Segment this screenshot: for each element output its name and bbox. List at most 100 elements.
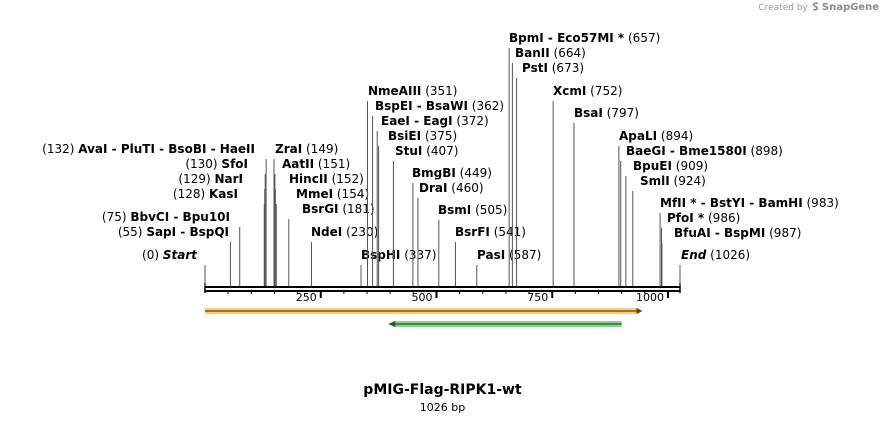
cut-site-position: (460) [447,181,483,195]
name-separator: - [697,196,710,210]
ruler-tick-label: 250 [296,291,317,304]
snapgene-logo-icon [811,2,820,11]
cut-site-position: (362) [468,99,504,113]
enzyme-name: HincII [289,172,328,186]
cut-site-position: (983) [803,196,839,210]
enzyme-name: BpmI [509,31,544,45]
watermark-brand: SnapGene [821,2,879,13]
cut-site-position: (132) [42,142,78,156]
enzyme-name: BpuEI [633,159,672,173]
name-separator: - [711,226,724,240]
enzyme-name: StuI [395,144,422,158]
cut-site-position: (541) [490,225,526,239]
enzyme-name: Bpu10I [183,210,230,224]
cut-site-position: (55) [118,225,146,239]
cut-site-position: (449) [456,166,492,180]
cut-site-position: (372) [453,114,489,128]
enzyme-name: BmgBI [412,166,456,180]
cut-site-position: (0) [142,248,163,262]
cut-site-label: End (1026) [681,248,750,262]
cut-site-label: BanII (664) [515,46,586,60]
cut-site-label: BsaI (797) [574,106,639,120]
cut-site-position: (986) [704,211,740,225]
enzyme-name: Bme1580I [679,144,747,158]
enzyme-name: MmeI [296,187,333,201]
cut-site-position: (152) [328,172,364,186]
name-separator: - [666,144,679,158]
enzyme-name: BspHI [361,248,400,262]
name-separator: - [107,142,120,156]
enzyme-name: BsaWI [426,99,468,113]
cut-site-position: (230) [342,225,378,239]
snapgene-watermark: Created by SnapGene [758,2,879,13]
enzyme-name: BsrFI [455,225,490,239]
cut-site-label: PstI (673) [522,61,584,75]
enzyme-name: ZraI [275,142,302,156]
cut-site-label: PasI (587) [477,248,541,262]
cut-site-label: SmlI (924) [640,174,706,188]
enzyme-name: BsiEI [388,129,421,143]
enzyme-name: NmeAIII [368,84,421,98]
enzyme-name: BfuAI [674,226,711,240]
ruler-tick-label: 750 [527,291,548,304]
enzyme-name: AvaI [78,142,107,156]
enzyme-name: BsaI [574,106,603,120]
cut-site-position: (924) [670,174,706,188]
cut-site-label: (0) Start [142,248,198,262]
cut-site-position: (673) [548,61,584,75]
cut-site-position: (149) [302,142,338,156]
cut-site-label: MfII * - BstYI - BamHI (983) [660,196,839,210]
plasmid-size: 1026 bp [419,401,466,414]
cut-site-label: (130) SfoI [185,157,248,171]
cut-site-position: (894) [657,129,693,143]
enzyme-name: End [681,248,707,262]
enzyme-name: PstI [522,61,548,75]
cut-site-position: (505) [471,203,507,217]
cut-site-label: BpmI - Eco57MI * (657) [509,31,660,45]
enzyme-name: Eco57MI * [557,31,625,45]
cut-site-label: NdeI (230) [311,225,378,239]
cut-site-label: BsmI (505) [438,203,507,217]
cut-site-label: StuI (407) [395,144,458,158]
enzyme-name: Start [163,248,198,262]
cut-site-label: XcmI (752) [553,84,622,98]
enzyme-name: BbvCI [130,210,169,224]
cut-site-label: BspEI - BsaWI (362) [375,99,504,113]
cut-site-label: ZraI (149) [275,142,338,156]
enzyme-name: NarI [214,172,243,186]
enzyme-name: SapI [146,225,176,239]
enzyme-name: AatII [282,157,314,171]
cut-site-label: BsiEI (375) [388,129,457,143]
enzyme-name: PasI [477,248,505,262]
enzyme-name: ApaLI [619,129,657,143]
enzyme-name: BanII [515,46,550,60]
name-separator: - [544,31,557,45]
enzyme-name: XcmI [553,84,586,98]
cut-site-position: (664) [550,46,586,60]
enzyme-name: KasI [209,187,238,201]
ruler-tick-label: 500 [411,291,432,304]
cut-site-label: (129) NarI [178,172,243,186]
cut-site-label: DraI (460) [419,181,484,195]
cut-site-position: (181) [339,202,375,216]
name-separator: - [410,114,423,128]
cut-site-label: EaeI - EagI (372) [381,114,489,128]
enzyme-name: BspQI [189,225,229,239]
cut-site-position: (909) [672,159,708,173]
cut-site-position: (407) [422,144,458,158]
cut-site-label: PfoI * (986) [667,211,740,225]
cut-site-label: BfuAI - BspMI (987) [674,226,801,240]
enzyme-name: BaeGI [626,144,666,158]
cut-site-position: (987) [765,226,801,240]
cut-site-label: BpuEI (909) [633,159,708,173]
enzyme-name: BstYI [710,196,745,210]
enzyme-name: EagI [423,114,452,128]
cut-site-label: NmeAIII (351) [368,84,457,98]
name-separator: - [413,99,426,113]
name-separator: - [169,210,182,224]
cut-site-label: ApaLI (894) [619,129,693,143]
enzyme-name: BspEI [375,99,413,113]
enzyme-name: PluTI [121,142,155,156]
cut-site-label: (128) KasI [173,187,238,201]
enzyme-name: SmlI [640,174,670,188]
